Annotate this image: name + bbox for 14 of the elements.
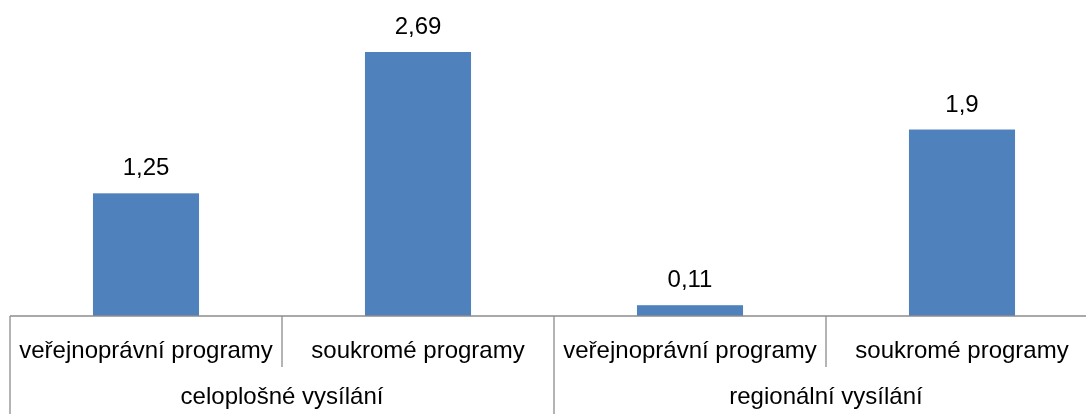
x-tick-label: veřejnoprávní programy	[19, 336, 273, 363]
data-label: 1,9	[945, 89, 979, 117]
data-label: 1,25	[122, 153, 170, 181]
bar	[636, 305, 744, 316]
data-label: 0,11	[667, 265, 713, 293]
bar	[364, 52, 472, 316]
x-tick-label: soukromé programy	[311, 336, 525, 363]
bar	[92, 193, 200, 316]
text: regionální vysílání	[729, 382, 924, 409]
bar	[908, 129, 1016, 316]
x-tick-label: soukromé programy	[855, 336, 1069, 363]
data-label: 2,69	[394, 12, 442, 39]
text: celoplošné vysílání	[180, 382, 384, 409]
x-tick-label: veřejnoprávní programy	[563, 336, 817, 363]
